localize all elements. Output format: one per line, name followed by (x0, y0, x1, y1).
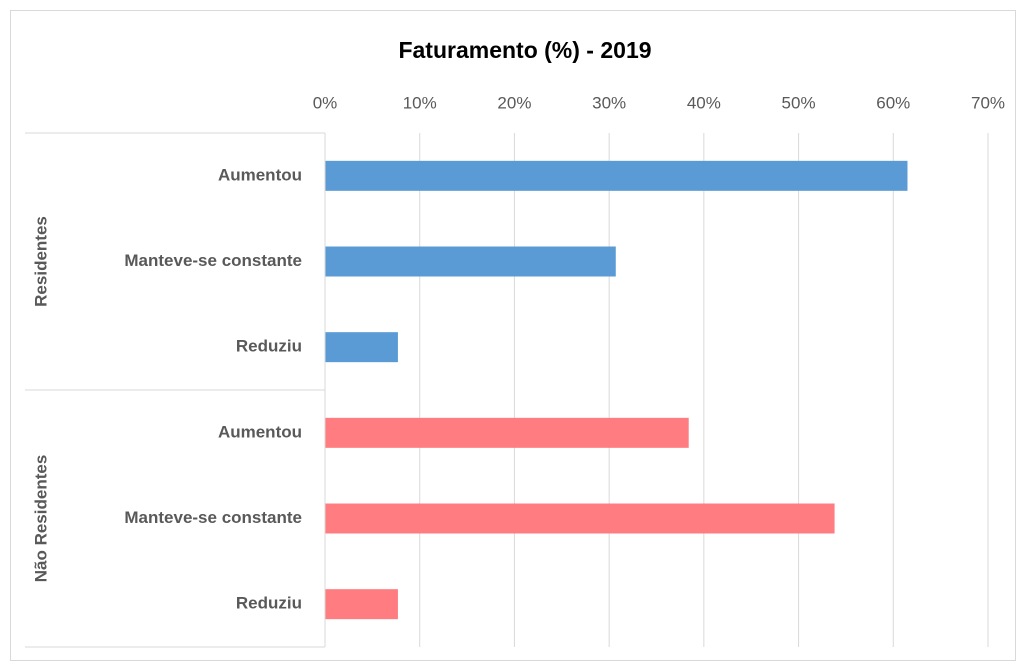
chart-title: Faturamento (%) - 2019 (398, 37, 651, 63)
group-label: Residentes (31, 216, 50, 307)
x-tick-label: 40% (687, 93, 721, 112)
bar (325, 503, 835, 534)
x-tick-label: 50% (782, 93, 816, 112)
x-tick-label: 70% (971, 93, 1005, 112)
y-tick-label: Reduziu (236, 337, 302, 356)
y-tick-label: Aumentou (218, 422, 302, 441)
x-tick-label: 10% (403, 93, 437, 112)
chart-border (10, 10, 1016, 661)
bar (325, 417, 689, 448)
y-tick-label: Aumentou (218, 165, 302, 184)
x-tick-label: 0% (313, 93, 338, 112)
bar (325, 160, 908, 191)
y-tick-label: Reduziu (236, 594, 302, 613)
x-tick-label: 20% (497, 93, 531, 112)
y-tick-label: Manteve-se constante (124, 508, 302, 527)
x-tick-label: 30% (592, 93, 626, 112)
group-label: Não Residentes (31, 455, 50, 583)
bar (325, 589, 398, 620)
y-tick-label: Manteve-se constante (124, 251, 302, 270)
x-tick-label: 60% (876, 93, 910, 112)
bar (325, 246, 616, 277)
bar (325, 332, 398, 363)
